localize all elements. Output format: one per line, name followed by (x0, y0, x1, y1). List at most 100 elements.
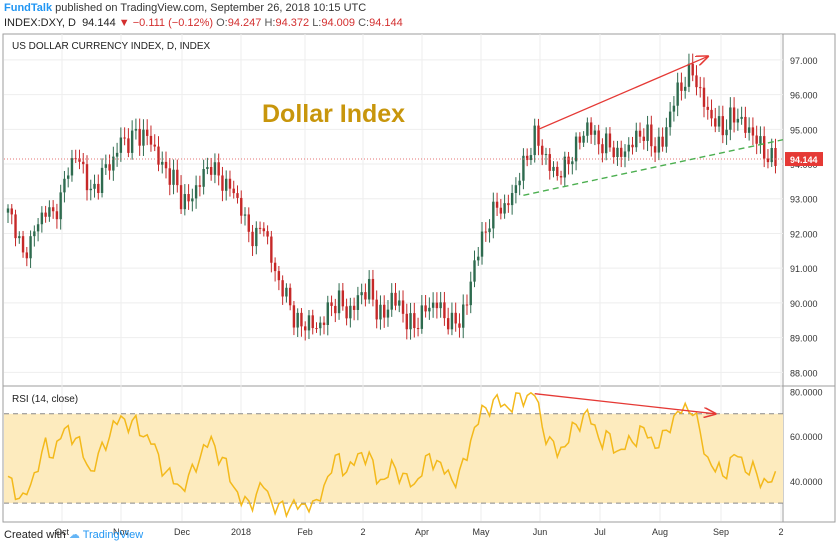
candle-body (300, 312, 303, 327)
candle-body (183, 194, 187, 210)
candle-body (514, 185, 518, 193)
candle-body (194, 185, 198, 199)
candle-body (657, 136, 661, 153)
created-with-text: Created with (4, 529, 66, 541)
candle-body (646, 124, 649, 141)
candle-body (360, 292, 363, 296)
candle-body (228, 178, 232, 189)
candle-body (518, 180, 521, 186)
candle-body (401, 300, 405, 314)
candle-body (762, 136, 766, 159)
candle-body (717, 116, 721, 127)
candle-body (661, 136, 664, 147)
candle-body (187, 194, 190, 202)
candle-body (462, 304, 465, 328)
candle-body (258, 227, 262, 229)
candle-body (356, 295, 360, 310)
candle-body (25, 252, 29, 259)
candle-body (398, 300, 401, 306)
candle-body (450, 312, 454, 330)
candle-body (454, 312, 457, 324)
candle-body (352, 305, 356, 310)
candle-body (710, 109, 713, 119)
close-label: C: (358, 17, 370, 29)
candle-body (642, 136, 646, 141)
tradingview-link[interactable]: TradingView (82, 529, 144, 541)
candle-body (149, 135, 153, 145)
candle-body (127, 138, 130, 153)
candle-body (702, 87, 706, 107)
candle-body (492, 201, 495, 229)
candle-body (744, 116, 747, 133)
time-tick-label: Oct (55, 527, 70, 537)
candle-body (552, 166, 555, 171)
time-tick-label: Sep (713, 527, 729, 537)
candle-body (82, 161, 85, 165)
candle-body (48, 207, 51, 217)
candle-body (759, 136, 762, 144)
candle-body (623, 151, 627, 157)
candle-body (706, 106, 709, 110)
candle-body (262, 228, 266, 232)
candle-body (138, 128, 141, 146)
candle-body (571, 161, 574, 165)
candle-body (480, 231, 484, 257)
price-tick-label: 95.000 (790, 125, 818, 135)
candle-body (601, 144, 604, 154)
candle-body (409, 313, 412, 330)
down-triangle-icon: ▼ (118, 17, 130, 29)
candle-body (695, 75, 698, 88)
candle-body (292, 305, 296, 328)
candle-body (123, 137, 126, 139)
candle-body (465, 304, 469, 306)
candle-body (168, 168, 171, 185)
candle-body (770, 148, 773, 163)
candle-body (755, 135, 758, 144)
time-tick-label: Nov (113, 527, 130, 537)
candle-body (680, 82, 683, 91)
candle-body (251, 231, 254, 247)
candle-body (364, 292, 367, 300)
candle-body (503, 203, 506, 214)
candle-body (736, 118, 740, 123)
candle-body (247, 214, 250, 232)
candle-body (130, 130, 134, 153)
time-tick-label: Jun (533, 527, 548, 537)
candle-body (390, 292, 393, 310)
candle-body (40, 212, 44, 225)
candle-body (747, 127, 751, 133)
candle-body (266, 231, 269, 237)
candle-body (18, 236, 21, 239)
candle-body (379, 304, 382, 320)
candle-body (604, 133, 608, 154)
candle-body (6, 208, 10, 213)
candle-body (699, 87, 702, 89)
candle-body (499, 207, 503, 214)
last-price-tag-label: 94.144 (790, 155, 818, 165)
rsi-tick-label: 40.0000 (790, 477, 823, 487)
candle-body (431, 302, 435, 308)
candle-body (525, 155, 529, 161)
candle-body (507, 203, 510, 206)
publish-info: FundTalk published on TradingView.com, S… (4, 2, 366, 14)
candle-body (477, 256, 480, 261)
price-tick-label: 97.000 (790, 56, 818, 66)
candle-body (612, 147, 615, 158)
candle-body (563, 156, 566, 178)
candle-body (161, 161, 164, 165)
candle-body (729, 107, 732, 130)
publisher-name[interactable]: FundTalk (4, 2, 53, 14)
candle-body (236, 193, 239, 198)
candle-body (714, 118, 717, 127)
candle-body (541, 145, 544, 155)
candle-body (732, 107, 736, 123)
candle-body (14, 214, 17, 239)
candle-body (650, 124, 653, 147)
candle-body (691, 63, 694, 76)
candle-body (533, 125, 536, 156)
candle-body (202, 169, 205, 187)
candle-body (104, 164, 108, 168)
last-price: 94.144 (82, 17, 116, 29)
candle-body (225, 178, 228, 191)
